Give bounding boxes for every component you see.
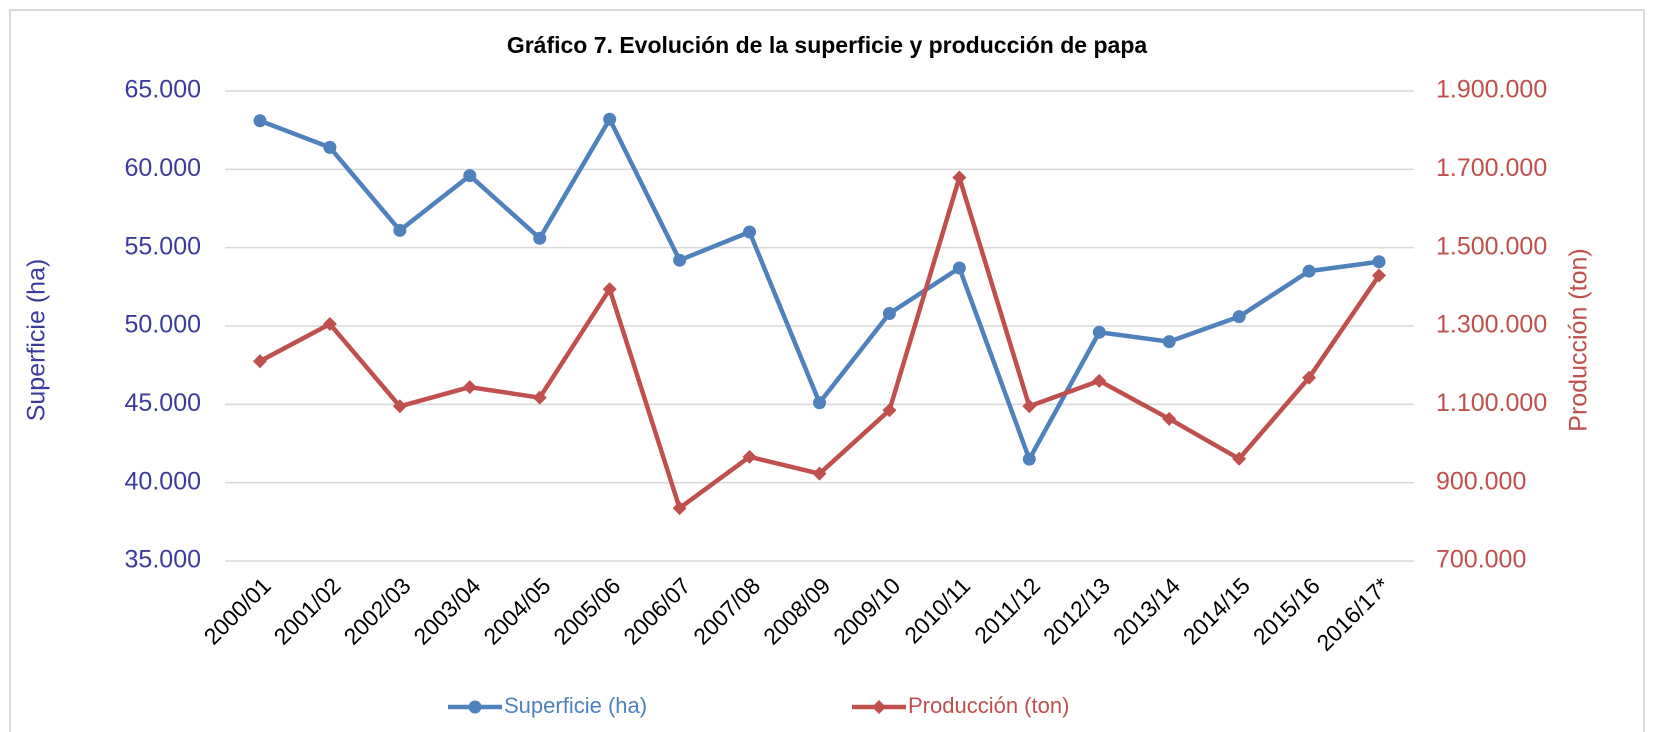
data-point xyxy=(1302,264,1316,278)
data-point xyxy=(882,403,897,418)
legend-marker xyxy=(468,700,482,714)
data-point xyxy=(532,390,547,405)
data-point xyxy=(673,253,687,267)
y-axis-title: Superficie (ha) xyxy=(23,259,51,422)
y-tick-label: 65.000 xyxy=(125,76,201,104)
data-point xyxy=(1372,255,1386,269)
x-tick-label: 2004/05 xyxy=(478,572,555,649)
legend-marker xyxy=(872,700,886,714)
legend-item: Producción (ton) xyxy=(852,693,1069,718)
data-point xyxy=(392,399,407,414)
legend-label: Producción (ton) xyxy=(908,693,1069,718)
y2-tick-label: 900.000 xyxy=(1436,467,1526,495)
data-point xyxy=(742,449,757,464)
chart-title: Gráfico 7. Evolución de la superficie y … xyxy=(507,32,1148,58)
data-point xyxy=(1302,370,1317,385)
data-point xyxy=(813,396,826,410)
y-tick-label: 60.000 xyxy=(125,154,201,182)
data-point xyxy=(812,466,827,481)
y-tick-label: 45.000 xyxy=(125,389,201,417)
y2-axis-title: Producción (ton) xyxy=(1565,248,1593,431)
data-point xyxy=(1092,373,1107,388)
data-point xyxy=(743,225,757,239)
legend-label: Superficie (ha) xyxy=(504,693,647,718)
data-point xyxy=(463,169,477,183)
y2-tick-label: 1.900.000 xyxy=(1436,76,1547,104)
legend-item: Superficie (ha) xyxy=(448,693,647,718)
x-tick-label: 2006/07 xyxy=(618,572,695,649)
data-point xyxy=(1022,452,1036,466)
y2-tick-label: 1.300.000 xyxy=(1436,311,1547,339)
data-point xyxy=(1232,310,1246,324)
data-point xyxy=(393,223,407,237)
y2-tick-label: 1.100.000 xyxy=(1436,389,1547,417)
x-tick-label: 2000/01 xyxy=(199,572,276,649)
y-tick-label: 40.000 xyxy=(125,467,201,495)
data-point xyxy=(1162,335,1176,349)
data-point xyxy=(462,380,477,395)
series-line xyxy=(258,175,1381,511)
data-point xyxy=(1162,411,1177,426)
x-tick-label: 2002/03 xyxy=(339,572,416,649)
x-tick-label: 2003/04 xyxy=(408,572,485,649)
data-point xyxy=(1232,451,1247,466)
data-point xyxy=(533,231,547,245)
x-tick-label: 2005/06 xyxy=(548,572,625,649)
data-point xyxy=(252,354,267,369)
data-point xyxy=(253,114,267,128)
y-tick-label: 50.000 xyxy=(125,311,201,339)
data-point xyxy=(952,261,966,275)
x-tick-label: 2009/10 xyxy=(828,572,905,649)
data-point xyxy=(603,112,617,126)
x-tick-label: 2012/13 xyxy=(1038,572,1115,649)
data-point xyxy=(1022,399,1037,414)
y2-tick-label: 700.000 xyxy=(1436,546,1526,574)
data-point xyxy=(323,140,337,154)
data-point xyxy=(1372,268,1387,283)
y2-tick-label: 1.500.000 xyxy=(1436,232,1547,260)
y-tick-label: 35.000 xyxy=(125,546,201,574)
x-tick-label: 2013/14 xyxy=(1108,572,1185,649)
data-point xyxy=(602,282,617,297)
x-tick-label: 2010/11 xyxy=(899,572,975,648)
y2-tick-label: 1.700.000 xyxy=(1436,154,1547,182)
x-tick-label: 2011/12 xyxy=(969,572,1045,648)
data-point xyxy=(672,501,687,516)
y-tick-label: 55.000 xyxy=(125,232,201,260)
x-tick-label: 2007/08 xyxy=(688,572,765,649)
data-point xyxy=(322,317,337,332)
x-tick-label: 2014/15 xyxy=(1178,572,1255,649)
data-point xyxy=(1092,325,1106,339)
x-tick-label: 2001/02 xyxy=(269,572,346,649)
x-tick-label: 2008/09 xyxy=(758,572,835,649)
data-point xyxy=(882,306,896,320)
data-point xyxy=(952,170,967,185)
x-tick-label: 2016/17* xyxy=(1311,572,1395,656)
chart-border xyxy=(9,9,1645,732)
